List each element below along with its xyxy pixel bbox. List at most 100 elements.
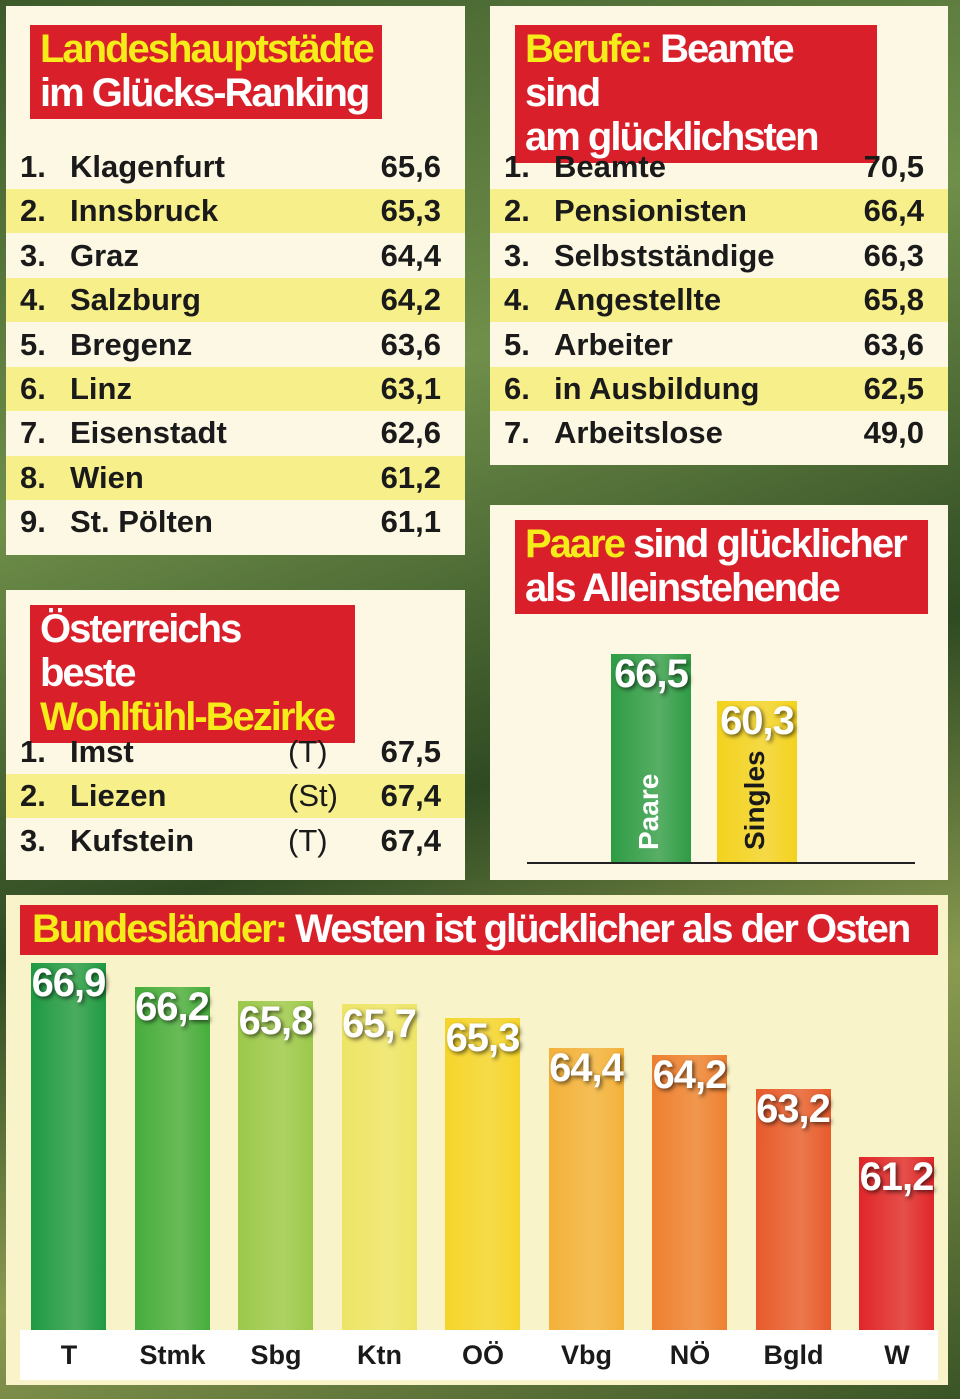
name-label: Selbstständige (554, 237, 775, 273)
couples-title-rest: sind glücklicher (633, 522, 908, 566)
bar-oö (445, 1017, 520, 1330)
couples-title-line2: als Alleinstehende (525, 566, 841, 610)
bar-value-label: 64,2 (652, 1053, 728, 1098)
value-label: 63,1 (380, 371, 441, 406)
category-label: Vbg (561, 1340, 612, 1370)
states-chart-panel: Bundesländer: Westen ist glücklicher als… (6, 895, 948, 1385)
bar-vbg (548, 1048, 624, 1330)
bar-value-label: 66,9 (31, 961, 107, 1006)
name-label: Linz (70, 371, 132, 406)
ranking-row: 1. Beamte 70,5 (490, 145, 948, 189)
bar-value-label: 65,7 (342, 1002, 417, 1047)
bar-stmk (134, 987, 210, 1330)
value-label: 64,4 (380, 237, 441, 273)
bar-singles (717, 700, 797, 862)
value-label: 67,4 (380, 822, 441, 858)
ranking-row: 2. Liezen (St) 67,4 (6, 774, 465, 819)
value-label: 63,6 (863, 326, 924, 362)
name-label: Salzburg (70, 282, 201, 318)
value-label: 66,3 (863, 237, 924, 273)
states-title-highlight: Bundesländer: (32, 907, 288, 951)
rank-label: 7. (504, 415, 530, 451)
category-label: OÖ (461, 1340, 504, 1370)
name-label: Beamte (554, 149, 666, 184)
name-label: Pensionisten (554, 193, 747, 229)
category-label: Ktn (357, 1340, 402, 1370)
couples-title: Paare sind glücklicher als Alleinstehend… (515, 520, 928, 614)
category-label: Bgld (763, 1340, 824, 1370)
category-label: Paare (633, 773, 664, 850)
category-label: Stmk (139, 1340, 206, 1370)
ranking-row: 5. Bregenz 63,6 (6, 323, 465, 367)
professions-title-rest: Beamte sind (525, 27, 795, 115)
name-label: Arbeiter (554, 326, 673, 362)
cities-title: Landeshauptstädte im Glücks-Ranking (30, 25, 382, 119)
state-label: (St) (288, 778, 338, 814)
ranking-row: 7. Arbeitslose 49,0 (490, 411, 948, 455)
value-label: 61,1 (380, 504, 441, 540)
category-label: W (884, 1340, 910, 1370)
value-label: 62,5 (863, 371, 924, 406)
category-label: Sbg (250, 1340, 302, 1370)
cities-title-line1: Landeshauptstädte (40, 27, 375, 71)
bar-sbg (238, 1000, 313, 1330)
ranking-row: 3. Graz 64,4 (6, 234, 465, 278)
bar-bgld (755, 1088, 831, 1330)
state-label: (T) (288, 822, 328, 858)
rank-label: 1. (504, 149, 530, 184)
rank-label: 2. (504, 193, 530, 229)
professions-title-line2: am glücklichsten (525, 115, 820, 159)
states-title-rest: Westen ist glücklicher als der Osten (295, 907, 911, 951)
states-title: Bundesländer: Westen ist glücklicher als… (20, 905, 938, 955)
rank-label: 4. (504, 282, 530, 318)
districts-title-line1: Österreichs beste (40, 607, 242, 695)
districts-title-line2: Wohlfühl-Bezirke (40, 695, 336, 739)
state-label: (T) (288, 734, 328, 769)
rank-label: 5. (20, 326, 46, 362)
name-label: Imst (70, 734, 134, 769)
bar-value-label: 65,3 (445, 1015, 521, 1060)
bar-t (31, 963, 106, 1330)
value-label: 70,5 (863, 149, 924, 184)
value-label: 64,2 (380, 282, 441, 318)
category-label: NÖ (669, 1340, 711, 1370)
states-axis-strip (20, 1330, 938, 1380)
ranking-row: 2. Pensionisten 66,4 (490, 189, 948, 234)
districts-title: Österreichs beste Wohlfühl-Bezirke (30, 605, 355, 743)
ranking-row: 5. Arbeiter 63,6 (490, 323, 948, 367)
rank-label: 6. (20, 371, 46, 406)
ranking-row: 6. in Ausbildung 62,5 (490, 367, 948, 411)
bar-ktn (341, 1004, 417, 1330)
value-label: 62,6 (380, 415, 441, 451)
rank-label: 4. (20, 282, 46, 318)
rank-label: 3. (20, 237, 46, 273)
name-label: Arbeitslose (554, 415, 723, 451)
ranking-row: 1. Klagenfurt 65,6 (6, 145, 465, 189)
rank-label: 7. (20, 415, 46, 451)
bar-value-label: 61,2 (859, 1154, 935, 1199)
cities-title-line2: im Glücks-Ranking (40, 71, 370, 115)
ranking-row: 2. Innsbruck 65,3 (6, 189, 465, 234)
bar-value-label: 63,2 (756, 1086, 831, 1131)
name-label: Innsbruck (70, 193, 219, 229)
professions-title-highlight: Berufe: (525, 27, 653, 71)
rank-label: 3. (504, 237, 530, 273)
name-label: Angestellte (554, 282, 722, 318)
bar-value-label: 65,8 (238, 998, 314, 1043)
districts-panel: Österreichs beste Wohlfühl-Bezirke 1. Ims… (6, 590, 465, 880)
ranking-row: 7. Eisenstadt 62,6 (6, 411, 465, 455)
rank-label: 9. (20, 504, 46, 540)
rank-label: 8. (20, 459, 46, 495)
rank-label: 1. (20, 149, 46, 184)
bar-w (859, 1156, 934, 1330)
value-label: 65,8 (863, 282, 924, 318)
name-label: in Ausbildung (554, 371, 760, 406)
cities-panel: Landeshauptstädte im Glücks-Ranking 1. Kl… (6, 6, 465, 555)
bar-value-label: 66,2 (135, 985, 210, 1030)
couples-baseline (527, 862, 915, 864)
name-label: Liezen (70, 778, 167, 814)
ranking-row: 8. Wien 61,2 (6, 455, 465, 500)
ranking-row: 4. Angestellte 65,8 (490, 278, 948, 323)
professions-panel: Berufe: Beamte sind am glücklichsten 1. B… (490, 6, 948, 465)
bar-nö (652, 1055, 727, 1330)
